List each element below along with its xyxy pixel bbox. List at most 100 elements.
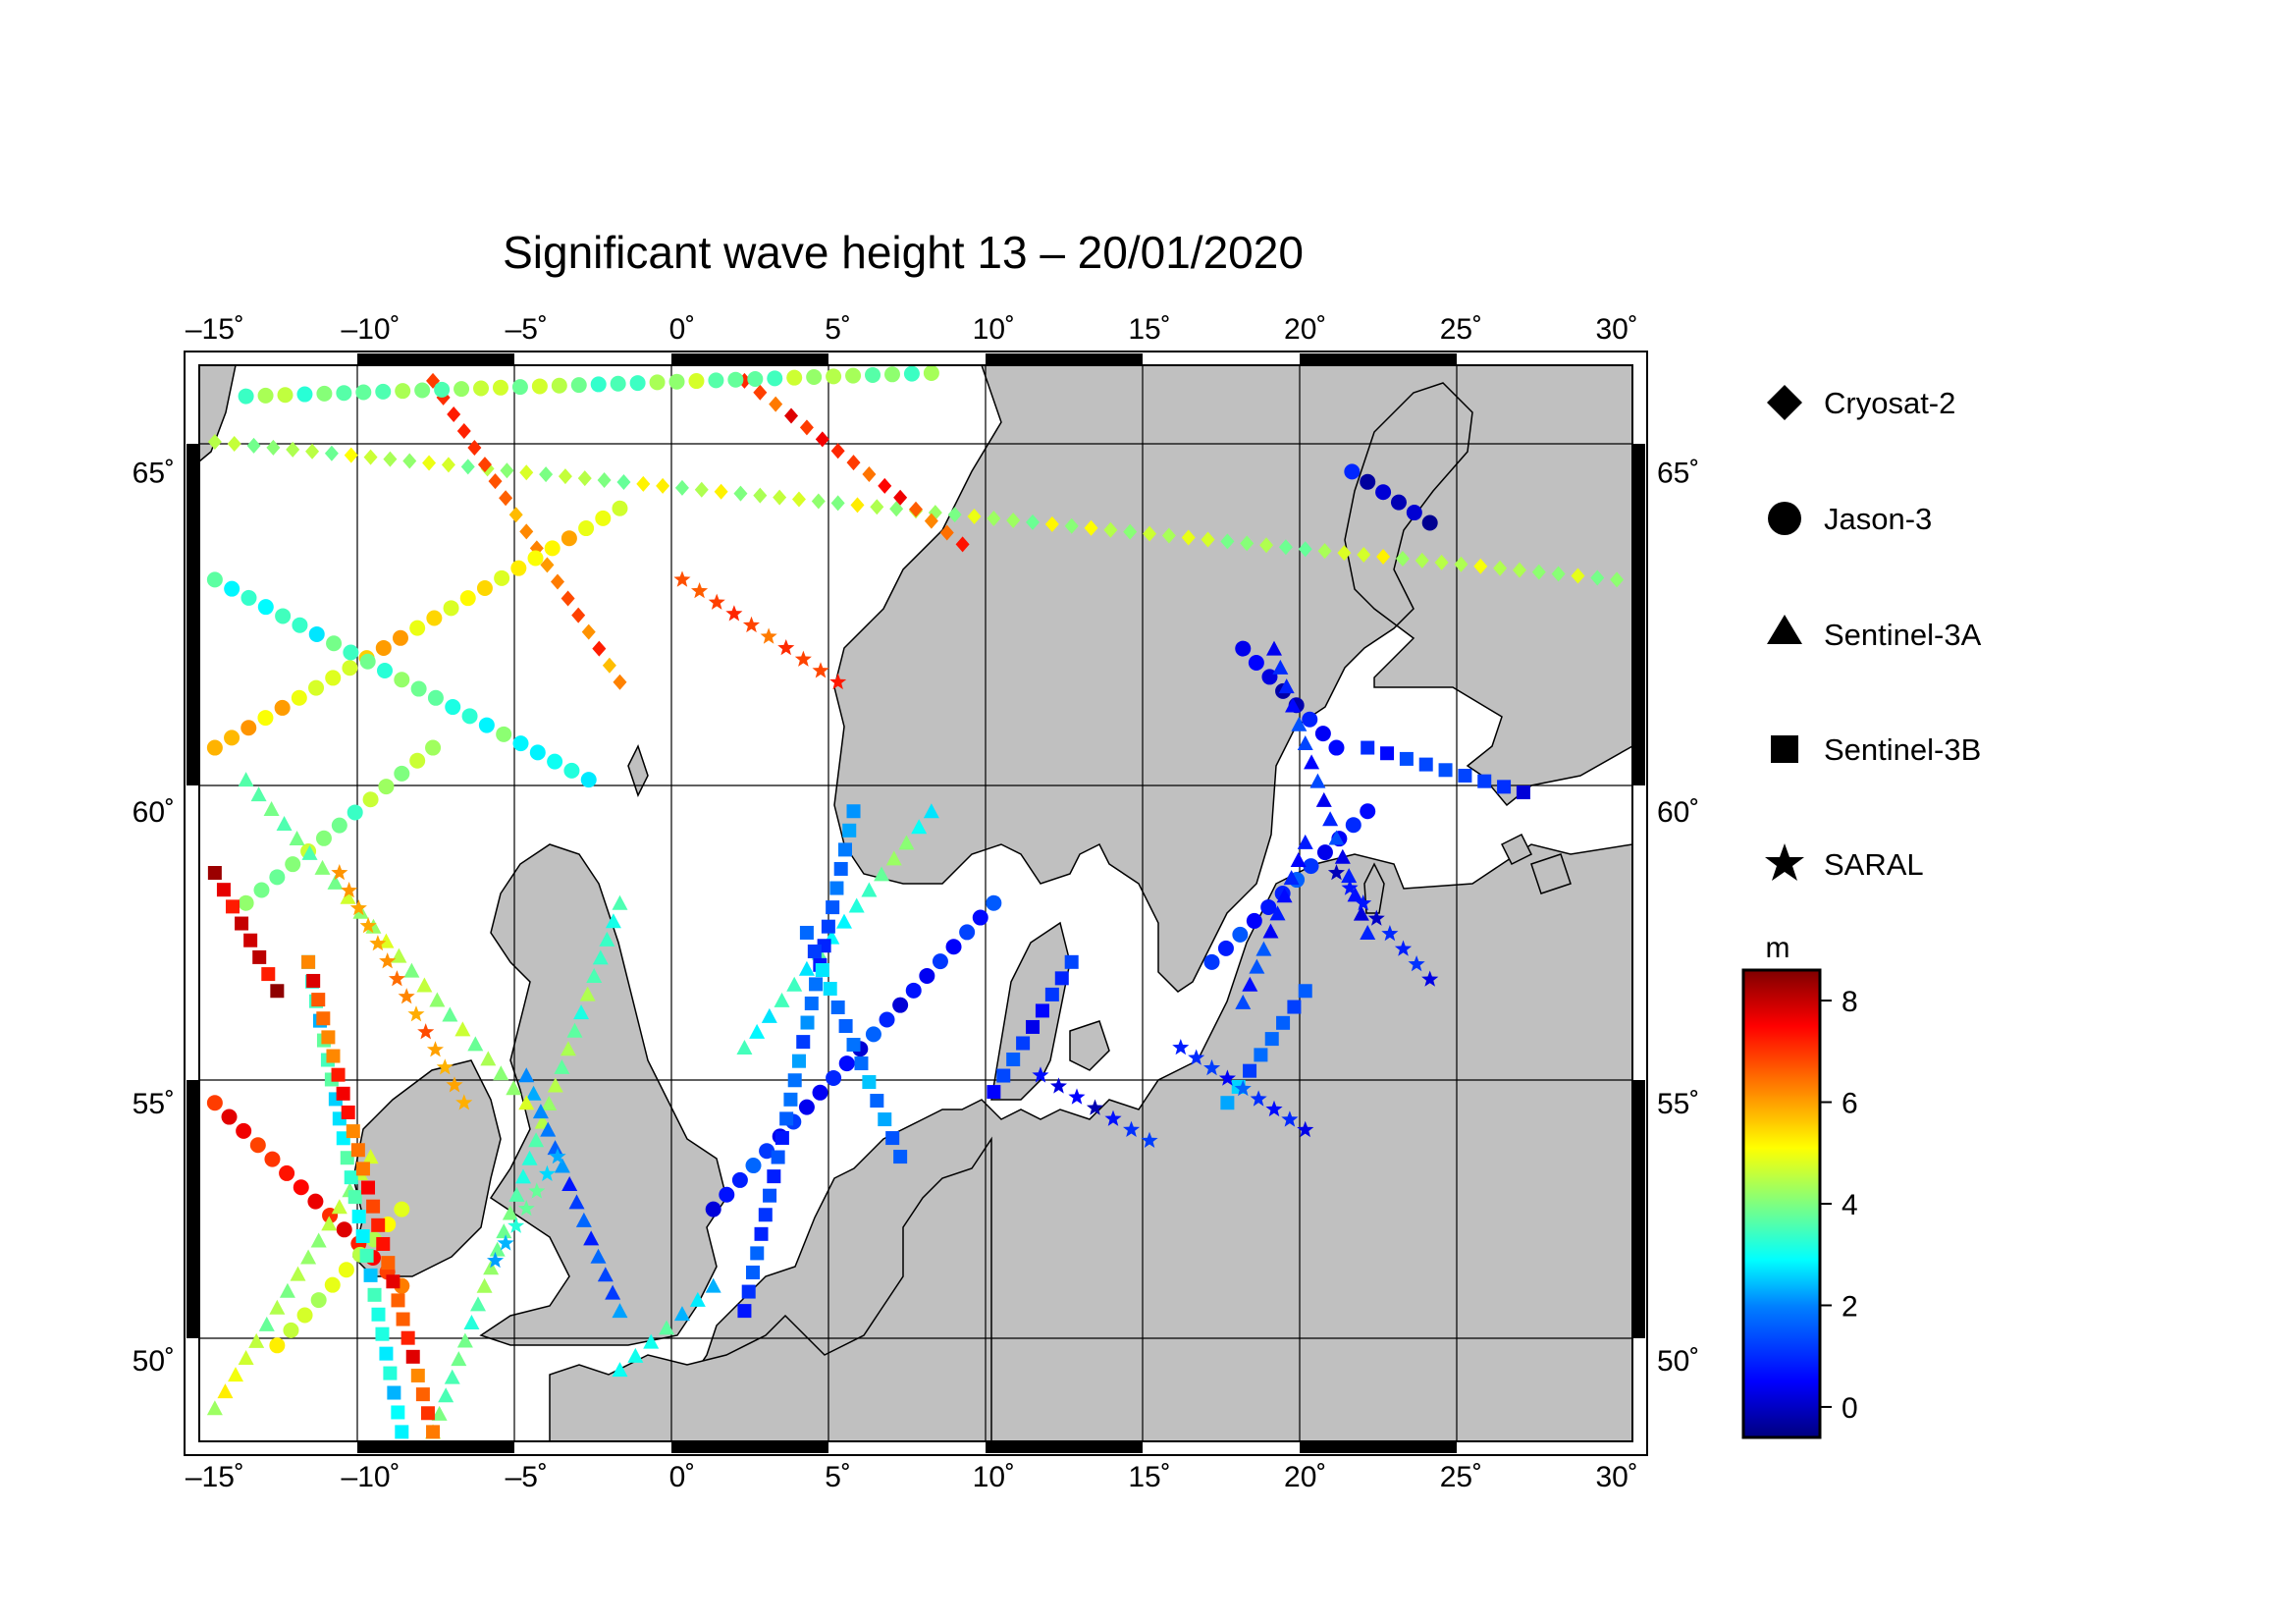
circle-marker: [570, 377, 587, 394]
diamond-marker: [1531, 564, 1546, 580]
triangle-marker: [592, 949, 609, 965]
square-marker: [301, 954, 316, 969]
circle-marker: [409, 752, 426, 769]
map-frame: [184, 351, 1648, 1456]
square-marker: [1054, 971, 1069, 986]
circle-marker: [336, 385, 352, 402]
circle-marker: [812, 1084, 828, 1101]
triangle-marker: [774, 992, 790, 1007]
diamond-marker: [870, 499, 884, 515]
triangle-marker: [1360, 924, 1376, 940]
star-marker: [1250, 1090, 1267, 1107]
star-marker: [1086, 1099, 1104, 1115]
diamond-marker: [1278, 539, 1293, 556]
circle-marker: [745, 1158, 762, 1174]
circle-marker: [279, 1164, 295, 1181]
circle-marker: [359, 653, 376, 670]
diamond-marker: [1473, 558, 1488, 574]
circle-marker: [240, 720, 257, 736]
square-marker: [862, 1075, 877, 1090]
circle-marker: [409, 620, 426, 636]
triangle-marker: [340, 889, 356, 904]
circle-marker: [414, 382, 431, 399]
circle-marker: [257, 599, 274, 616]
triangle-marker: [1334, 848, 1351, 864]
triangle-marker: [547, 1140, 563, 1156]
square-marker: [346, 1124, 360, 1139]
circle-marker: [798, 1099, 815, 1115]
circle-marker: [1248, 654, 1264, 671]
triangle-marker: [451, 1351, 467, 1367]
circle-marker: [845, 367, 862, 384]
lon-tick-label: 25˚: [1440, 1461, 1482, 1493]
square-marker: [1276, 1015, 1291, 1030]
square-marker: [737, 1304, 752, 1319]
circle-marker: [668, 373, 685, 390]
circle-marker: [1314, 726, 1331, 742]
circle-marker: [492, 379, 508, 396]
triangle-marker: [561, 1175, 578, 1191]
circle-marker: [551, 377, 567, 394]
diamond-marker: [613, 674, 627, 690]
circle-marker: [727, 371, 744, 388]
triangle-marker: [476, 1277, 493, 1293]
square-marker: [387, 1385, 401, 1400]
star-marker: [426, 1041, 444, 1057]
triangle-marker: [848, 897, 865, 913]
latitude-labels-right: 65˚ 60˚ 55˚ 50˚: [1657, 457, 1699, 1378]
triangle-marker: [248, 1332, 265, 1348]
circle-marker: [476, 580, 493, 597]
circle-marker: [249, 1137, 266, 1154]
triangle-marker: [1278, 678, 1295, 694]
triangle-marker: [416, 977, 433, 993]
square-marker: [326, 1049, 341, 1063]
star-marker: [673, 570, 691, 587]
circle-marker: [903, 365, 920, 382]
diamond-marker: [1006, 512, 1021, 528]
colorbar-tick-label: 6: [1842, 1088, 1858, 1120]
diamond-marker: [1240, 535, 1255, 552]
lon-tick-label: 5˚: [825, 313, 851, 346]
diamond-marker: [207, 434, 222, 451]
circle-marker: [1235, 640, 1252, 657]
star-marker: [1123, 1120, 1141, 1137]
square-marker: [1264, 1032, 1279, 1047]
star-marker: [794, 650, 812, 667]
triangle-marker: [483, 1260, 500, 1275]
square-marker: [1361, 740, 1375, 755]
star-marker: [507, 1217, 525, 1233]
star-marker: [1049, 1077, 1067, 1094]
circle-marker: [296, 386, 313, 403]
star-marker: [1408, 955, 1425, 972]
colorbar-tick-label: 0: [1842, 1392, 1858, 1425]
diamond-marker: [597, 472, 612, 489]
circle-marker: [578, 520, 595, 537]
diamond-marker: [1103, 521, 1118, 538]
graticule: [199, 365, 1632, 1441]
square-marker: [405, 1349, 420, 1364]
diamond-marker: [1493, 560, 1508, 576]
diamond-marker: [422, 455, 437, 471]
circle-marker: [331, 817, 347, 834]
circle-marker: [240, 589, 257, 606]
diamond-marker: [441, 457, 455, 473]
diamond-marker: [508, 507, 523, 523]
diamond-marker: [561, 590, 575, 607]
diamond-marker: [266, 439, 281, 456]
triangle-marker: [331, 1199, 347, 1215]
square-marker: [371, 1217, 386, 1232]
circle-marker: [274, 699, 291, 716]
triangle-marker: [250, 786, 267, 802]
star-marker: [497, 1234, 514, 1251]
square-marker: [1016, 1036, 1031, 1051]
latitude-labels-left: 65˚ 60˚ 55˚ 50˚: [133, 457, 175, 1378]
diamond-marker: [939, 524, 954, 541]
circle-marker: [459, 590, 476, 607]
legend-item-sentinel-3a: Sentinel-3A: [1767, 615, 1982, 652]
square-marker: [331, 1067, 346, 1082]
triangle-marker: [540, 1121, 557, 1137]
diamond-marker: [1337, 545, 1352, 562]
square-marker: [799, 925, 814, 940]
circle-marker: [427, 689, 444, 706]
